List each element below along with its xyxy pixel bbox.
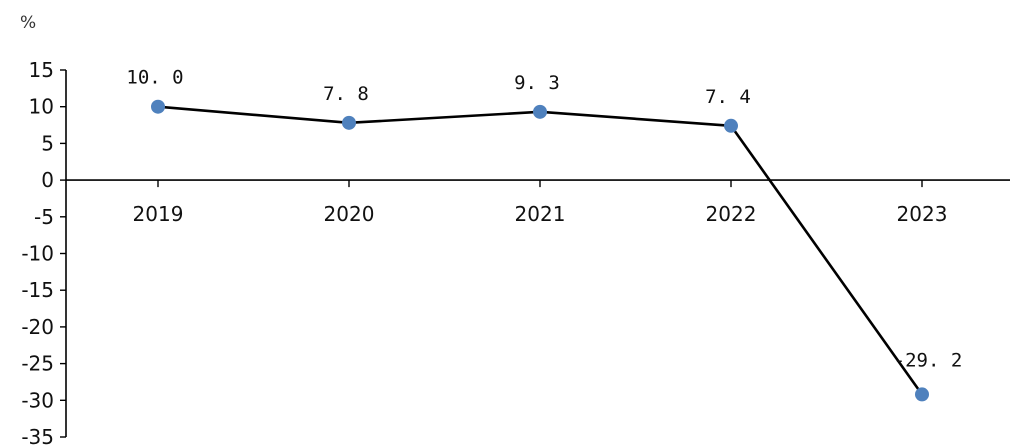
y-tick-label: -35 <box>21 425 54 446</box>
x-category-label: 2021 <box>515 202 566 226</box>
axes <box>65 70 1010 437</box>
y-tick-label: -25 <box>21 352 54 376</box>
data-labels: 10. 0 7. 8 9. 3 7. 4 -29. 2 <box>126 67 962 372</box>
data-label: 7. 4 <box>705 86 751 108</box>
data-label: -29. 2 <box>894 349 963 371</box>
series-line <box>157 105 924 396</box>
y-axis-unit-label: % <box>20 13 36 33</box>
data-label: 9. 3 <box>514 72 560 94</box>
x-category-label: 2022 <box>706 202 757 226</box>
x-axis-labels: 2019 2020 2021 2022 2023 <box>133 180 948 226</box>
data-point-marker <box>533 104 547 119</box>
series-markers <box>151 99 929 402</box>
series-line-path <box>157 105 924 396</box>
x-category-label: 2020 <box>324 202 375 226</box>
x-category-label: 2019 <box>133 202 184 226</box>
data-point-marker <box>151 99 165 114</box>
y-tick-label: 5 <box>41 131 54 155</box>
y-axis-ticks: 15 10 5 0 -5 -10 -15 -20 -25 -30 -35 <box>21 58 66 446</box>
data-label: 10. 0 <box>126 67 183 89</box>
y-tick-label: 15 <box>29 58 54 82</box>
y-tick-label: -30 <box>21 388 54 412</box>
data-point-marker <box>342 115 356 130</box>
x-category-label: 2023 <box>897 202 948 226</box>
y-tick-label: -15 <box>21 278 54 302</box>
y-tick-label: -10 <box>21 242 54 266</box>
data-label: 7. 8 <box>323 83 369 105</box>
y-tick-label: -20 <box>21 315 54 339</box>
y-tick-label: 0 <box>41 168 54 192</box>
y-tick-label: 10 <box>29 95 54 119</box>
data-point-marker <box>915 387 929 402</box>
data-point-marker <box>724 118 738 133</box>
y-tick-label: -5 <box>34 205 54 229</box>
